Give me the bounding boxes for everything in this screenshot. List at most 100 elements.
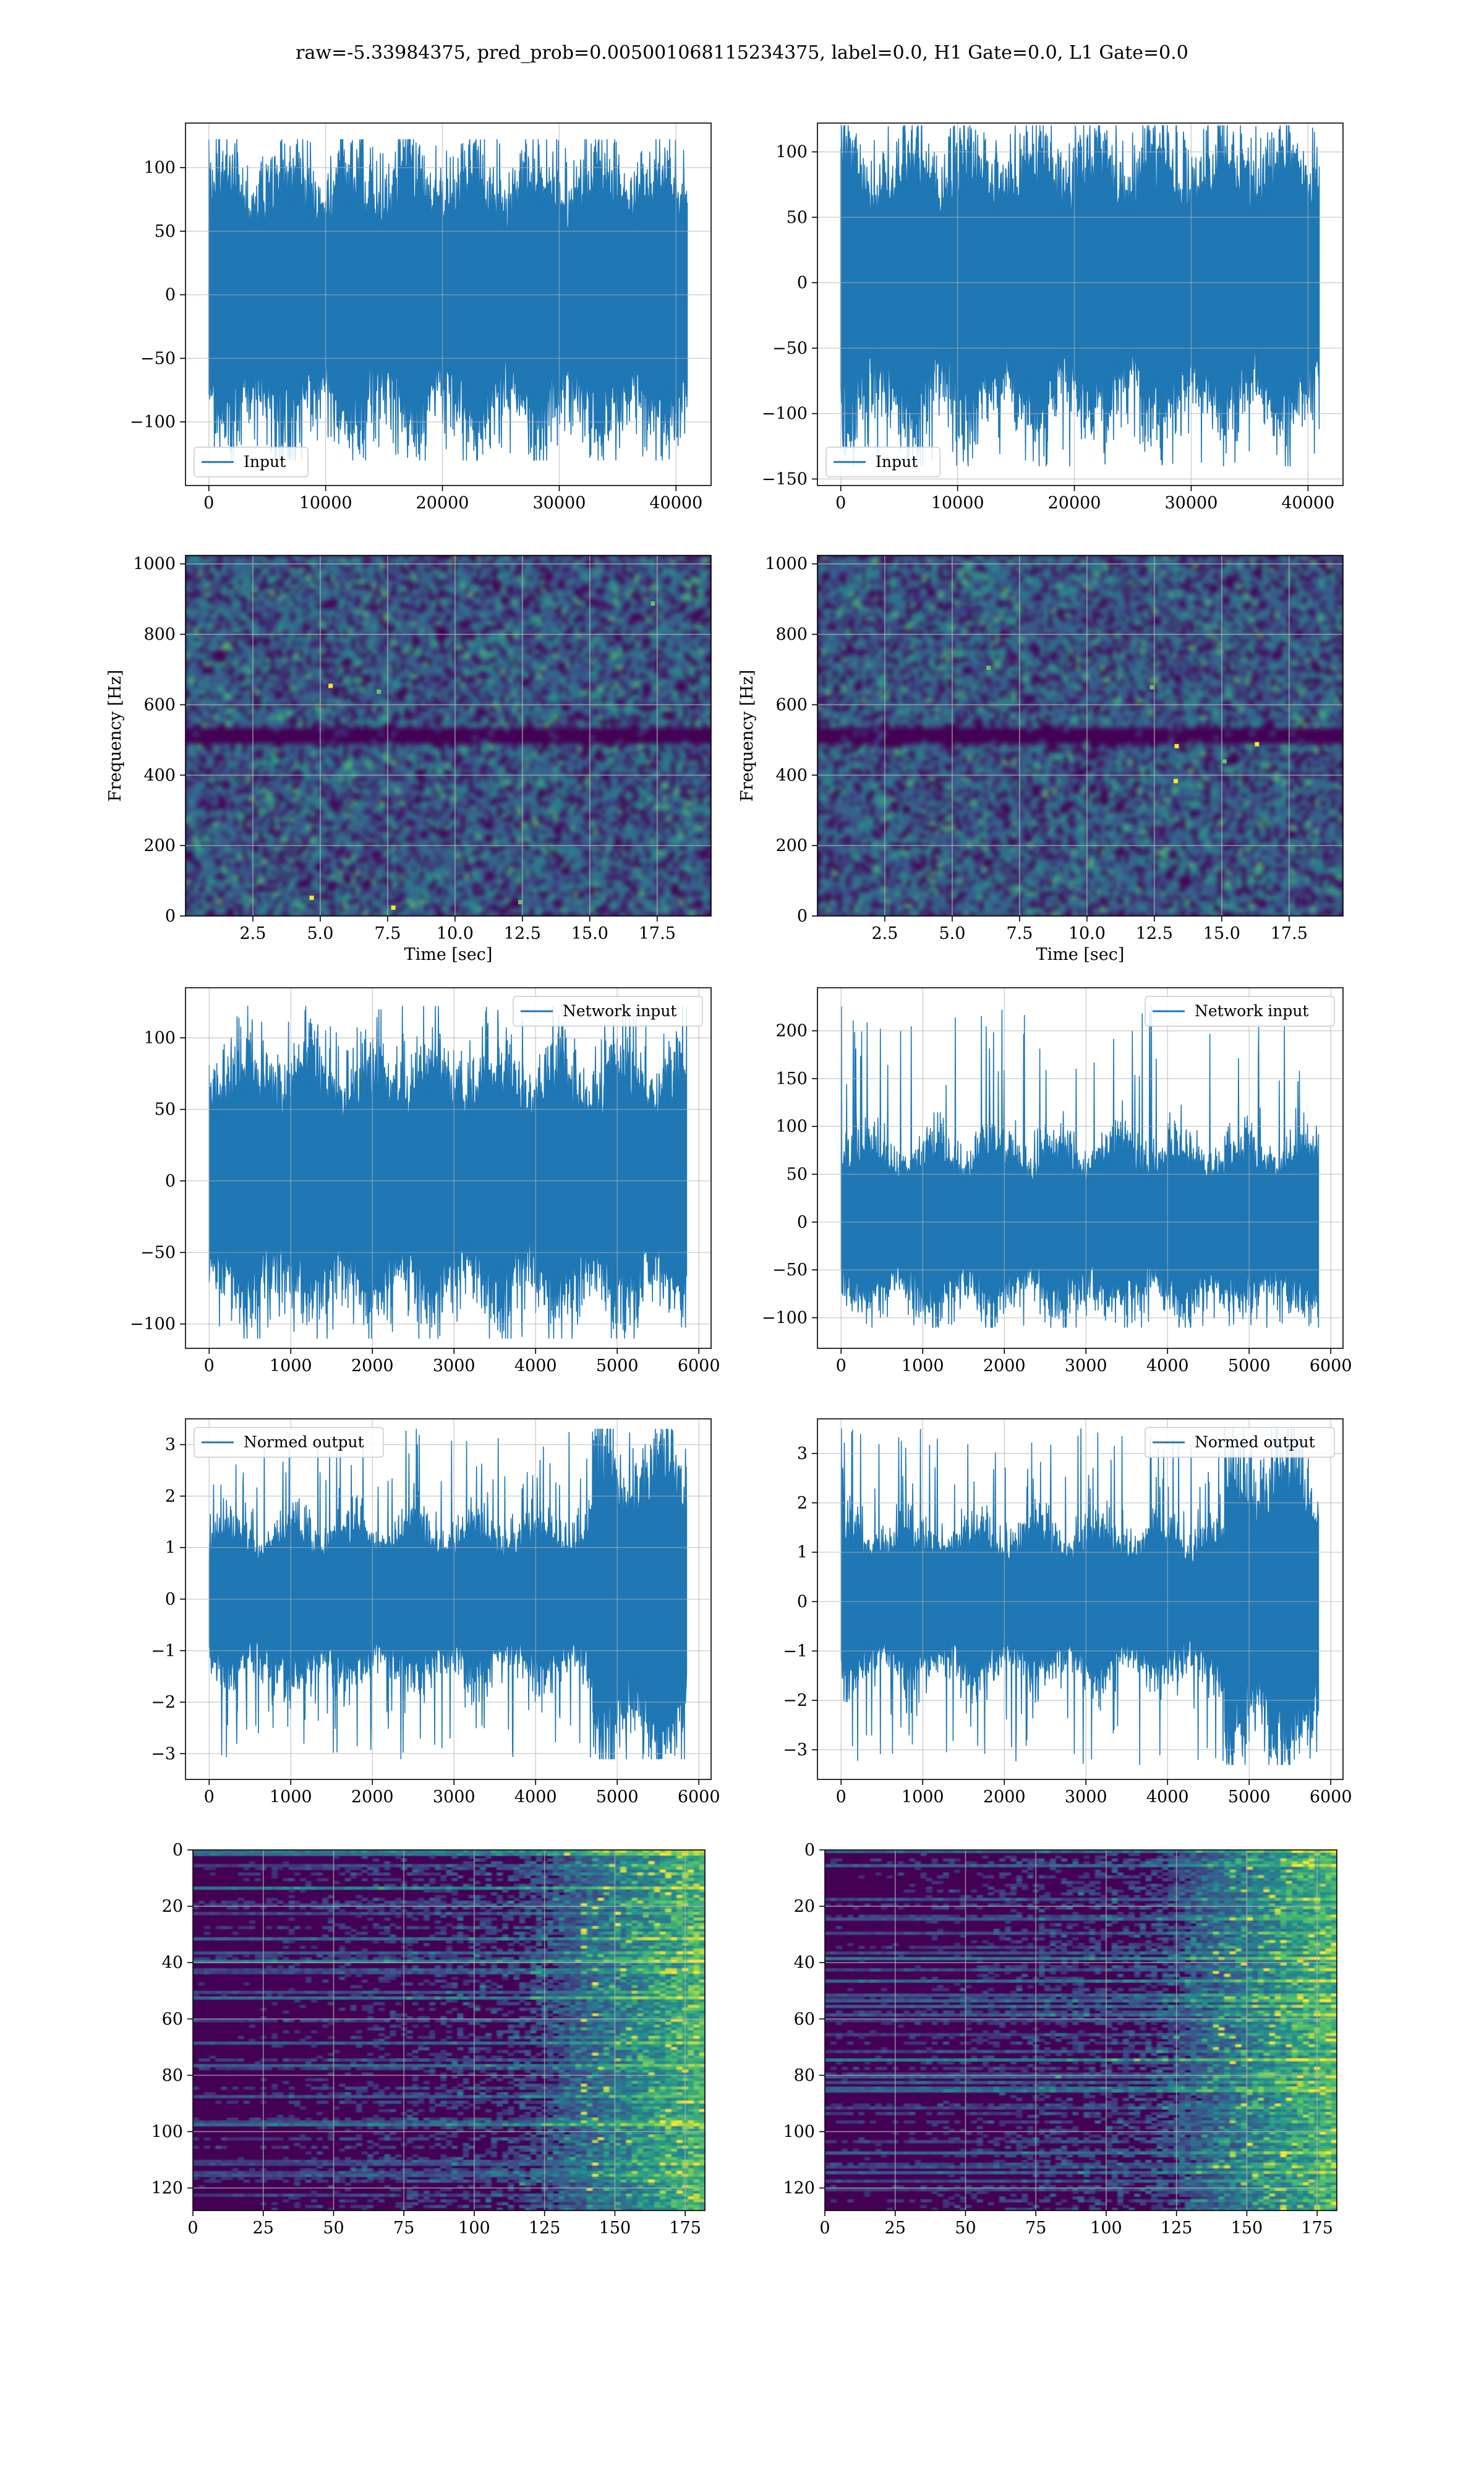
grid-lines: [186, 555, 711, 916]
x-tick-label: 17.5: [639, 924, 676, 943]
panel-row3-left: 0 1000 2000 3000 4000 5000 6000 −100 −50 0 50 100 Ne…: [130, 987, 720, 1376]
heatmap-speck: [1174, 779, 1179, 784]
legend-frame: [194, 447, 309, 477]
y-tick-label: 800: [143, 625, 176, 644]
axes-frame: [817, 1418, 1344, 1780]
y-tick-label: −100: [130, 1315, 176, 1334]
x-tick-label: 75: [393, 2219, 414, 2238]
y-tick-label: −2: [151, 1693, 176, 1712]
grid-lines: [186, 123, 711, 486]
heatmap-cells: [825, 1850, 1337, 2211]
x-tick-label: 75: [1025, 2219, 1046, 2238]
legend-frame: [825, 447, 940, 477]
y-tick-label: 2: [797, 1494, 808, 1513]
x-tick-label: 10.0: [437, 924, 474, 943]
x-tick-label: 175: [669, 2219, 701, 2238]
axes-frame: [817, 555, 1344, 917]
x-tick-label: 0: [836, 1356, 846, 1376]
grid-lines: [825, 1850, 1337, 2211]
panel-row4-right: 0 1000 2000 3000 4000 5000 6000 −3 −2 −1 0 1 2 3 Norme…: [783, 1418, 1352, 1807]
y-tick-label: 400: [775, 766, 808, 785]
x-tick-label: 0: [203, 494, 214, 513]
panel-row2-right: 2.5 5.0 7.5 10.0 12.5 15.0 17.5 0 200 400 600 800 10…: [738, 555, 1344, 964]
y-tick-label: 1: [165, 1538, 176, 1557]
heatmap-speck: [1174, 743, 1179, 748]
axes-frame: [192, 1849, 706, 2211]
x-tick-label: 2000: [351, 1356, 394, 1376]
x-tick-label: 4000: [1146, 1356, 1189, 1376]
y-tick-label: −50: [772, 1261, 808, 1280]
x-tick-label: 1000: [270, 1356, 312, 1376]
y-tick-label: 60: [162, 2010, 183, 2029]
y-tick-label: 0: [797, 1213, 808, 1232]
x-tick-label: 12.5: [504, 924, 541, 943]
y-tick-label: 200: [143, 836, 176, 855]
y-axis-label: Frequency [Hz]: [738, 670, 757, 802]
y-tick-label: 1000: [133, 555, 176, 574]
y-tick-label: −50: [140, 1243, 176, 1262]
y-tick-label: 50: [155, 222, 176, 241]
x-tick-label: 17.5: [1271, 924, 1308, 943]
grid-lines: [193, 1850, 705, 2211]
legend: Normed output: [194, 1427, 384, 1458]
x-tick-label: 0: [204, 1787, 215, 1807]
y-tick-label: 0: [797, 907, 808, 926]
x-tick-label: 3000: [1065, 1356, 1107, 1376]
y-tick-label: 1: [797, 1543, 808, 1562]
figure-suptitle: raw=-5.33984375, pred_prob=0.00500106811…: [0, 42, 1484, 64]
x-tick-label: 0: [836, 1787, 846, 1807]
grid-lines: [817, 988, 1343, 1348]
x-tick-label: 6000: [678, 1356, 720, 1376]
y-tick-label: 3: [797, 1444, 808, 1463]
x-tick-label: 7.5: [374, 924, 401, 943]
axes-frame: [824, 1849, 1337, 2211]
x-tick-label: 2000: [351, 1787, 394, 1807]
x-tick-label: 5.0: [307, 924, 333, 943]
y-tick-label: −3: [151, 1744, 176, 1763]
x-tick-label: 2000: [983, 1787, 1026, 1807]
y-tick-label: 600: [775, 695, 808, 714]
grid-lines: [186, 1419, 711, 1779]
y-tick-label: 50: [155, 1100, 176, 1119]
series-line-input: [208, 139, 688, 461]
y-tick-label: −100: [762, 1309, 808, 1328]
y-tick-label: 50: [787, 1165, 808, 1184]
legend-frame: [1145, 1427, 1335, 1458]
y-tick-label: 50: [787, 208, 808, 227]
y-tick-label: −100: [130, 413, 176, 432]
heatmap-speck: [986, 666, 991, 670]
panel-row5-right: 0 25 50 75 100 125 150 175 0 20 40 60 80 100 120: [783, 1841, 1337, 2238]
panel-row1-right: 0 10000 20000 30000 40000 −150 −100 −50 0 50 100 In…: [762, 122, 1344, 513]
y-tick-label: −1: [151, 1641, 176, 1661]
x-tick-label: 20000: [416, 494, 469, 513]
y-tick-label: −100: [762, 404, 808, 424]
x-tick-label: 50: [955, 2219, 976, 2238]
grid-lines: [817, 555, 1343, 916]
y-tick-label: 0: [165, 1590, 176, 1609]
y-tick-label: −1: [783, 1641, 808, 1661]
legend-label: Normed output: [1195, 1433, 1315, 1451]
x-tick-label: 6000: [1310, 1356, 1352, 1376]
y-tick-label: 400: [143, 766, 176, 785]
y-tick-label: 800: [775, 625, 808, 644]
heatmap-speck: [1149, 685, 1154, 690]
x-tick-label: 50: [323, 2219, 344, 2238]
y-tick-label: 0: [797, 273, 808, 293]
y-tick-label: 3: [165, 1436, 176, 1455]
x-tick-label: 1000: [902, 1356, 944, 1376]
panel-row5-left: 0 25 50 75 100 125 150 175 0 20 40 60 80 100 120: [151, 1841, 706, 2238]
y-tick-label: 60: [794, 2010, 815, 2029]
x-tick-label: 125: [1161, 2219, 1193, 2238]
y-tick-label: 20: [794, 1897, 815, 1916]
legend-label: Input: [244, 453, 286, 471]
x-tick-label: 5000: [596, 1787, 639, 1807]
legend-label: Network input: [1195, 1002, 1308, 1020]
series-line-network-input: [208, 1006, 688, 1339]
x-tick-label: 25: [885, 2219, 906, 2238]
y-tick-label: 600: [143, 695, 176, 714]
x-tick-label: 10000: [931, 494, 984, 513]
x-tick-label: 20000: [1048, 494, 1101, 513]
y-tick-label: −50: [772, 339, 808, 358]
y-tick-label: −2: [783, 1691, 808, 1710]
y-tick-label: 100: [783, 2122, 815, 2141]
